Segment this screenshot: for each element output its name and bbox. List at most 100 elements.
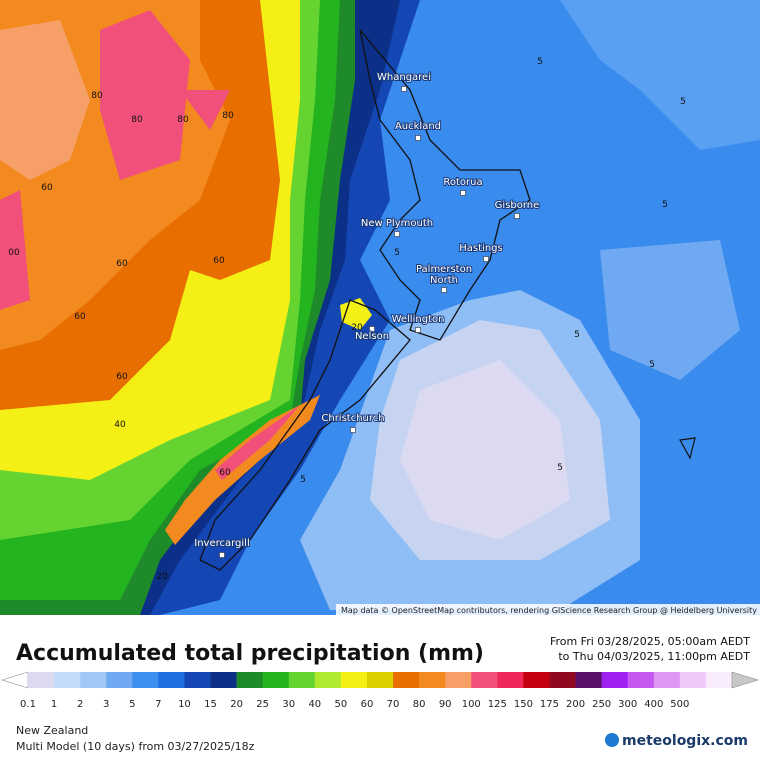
contour-label: 60 [116, 372, 128, 382]
contour-label: 5 [680, 97, 686, 107]
legend-swatch [523, 672, 550, 688]
contour-label: 60 [219, 468, 231, 478]
legend-swatch [210, 672, 237, 688]
contour-label: 80 [131, 115, 143, 125]
legend-swatch [445, 672, 472, 688]
legend-tick-label: 3 [103, 699, 109, 710]
legend-tick-label: 125 [488, 699, 507, 710]
legend-swatch [679, 672, 707, 688]
legend-tick-label: 150 [514, 699, 533, 710]
contour-label: 00 [8, 248, 20, 258]
legend-tick-label: 10 [178, 699, 191, 710]
contour-label: 5 [574, 330, 580, 340]
contour-label: 60 [213, 256, 225, 266]
city-marker [514, 213, 520, 219]
legend-swatch [653, 672, 681, 688]
city-label: Invercargill [194, 538, 250, 549]
brand: meteologix.com [622, 733, 748, 749]
legend-tick-label: 100 [462, 699, 481, 710]
legend-swatch [549, 672, 576, 688]
city-marker [441, 287, 447, 293]
city-label: Gisborne [495, 200, 540, 211]
precip-map: 80 80 80 80 60 00 60 60 60 60 40 60 20 20 5 5 5 5 5 5 5 5 Whan… [0, 0, 760, 615]
city-label: Auckland [395, 121, 441, 132]
legend-swatch [419, 672, 446, 688]
legend-swatch [366, 672, 394, 688]
legend-swatch [80, 672, 107, 688]
city-label: New Plymouth [361, 218, 433, 229]
legend-tick-label: 250 [592, 699, 611, 710]
legend-swatch [184, 672, 211, 688]
period-from: From Fri 03/28/2025, 05:00am AEDT [550, 635, 750, 648]
contour-label: 20 [156, 572, 168, 582]
city-marker [369, 326, 375, 332]
city-label: Christchurch [321, 413, 384, 424]
contour-label: 5 [394, 248, 400, 258]
attribution: Map data © OpenStreetMap contributors, r… [341, 606, 757, 615]
legend-swatch [236, 672, 263, 688]
legend-tick-label: 0.1 [20, 699, 36, 710]
legend-tick-label: 25 [256, 699, 269, 710]
region: New Zealand [16, 724, 88, 737]
legend-swatch [601, 672, 629, 688]
contour-label: 60 [74, 312, 86, 322]
legend-tick-label: 175 [540, 699, 559, 710]
contour-label: 60 [41, 183, 53, 193]
legend-tick-label: 40 [308, 699, 321, 710]
city-marker [394, 231, 400, 237]
city-marker [219, 552, 225, 558]
contour-label: 5 [537, 57, 543, 67]
legend-swatch [705, 672, 733, 688]
legend-tick-label: 7 [155, 699, 161, 710]
contour-label: 20 [351, 323, 363, 333]
city-label: Nelson [355, 331, 389, 342]
model-info: Multi Model (10 days) from 03/27/2025/18… [16, 740, 255, 753]
city-marker [415, 327, 421, 333]
city-marker [460, 190, 466, 196]
legend-tick-label: 1 [51, 699, 57, 710]
attribution-bg [336, 604, 760, 615]
legend-tick-label: 70 [387, 699, 400, 710]
legend-swatch [288, 672, 316, 688]
contour-label: 5 [300, 475, 306, 485]
legend-tick-label: 60 [361, 699, 374, 710]
city-label: Whangarei [377, 72, 431, 83]
legend-above [731, 671, 760, 689]
legend-tick-label: 500 [670, 699, 689, 710]
legend-swatch [471, 672, 498, 688]
legend-swatch [497, 672, 524, 688]
city-label: Rotorua [443, 177, 482, 188]
legend-tick-label: 400 [644, 699, 663, 710]
contour-label: 80 [91, 91, 103, 101]
city-label: Hastings [459, 243, 502, 254]
city-marker [401, 86, 407, 92]
legend-swatch [158, 672, 185, 688]
city-marker [483, 256, 489, 262]
contour-label: 60 [116, 259, 128, 269]
legend-tick-label: 300 [618, 699, 637, 710]
brand-logo [605, 733, 619, 747]
legend-tick-label: 50 [335, 699, 348, 710]
contour-label: 80 [177, 115, 189, 125]
legend-tick-label: 200 [566, 699, 585, 710]
legend-swatch [393, 672, 420, 688]
legend-swatch [28, 672, 55, 688]
contour-label: 5 [649, 360, 655, 370]
legend-tick-label: 5 [129, 699, 135, 710]
contour-label: 40 [114, 420, 126, 430]
contour-label: 5 [557, 463, 563, 473]
contour-label: 5 [662, 200, 668, 210]
city-label: Palmerston North [416, 264, 472, 286]
legend-swatch [132, 672, 159, 688]
legend-tick-label: 30 [282, 699, 295, 710]
legend-swatch [627, 672, 655, 688]
legend-swatch [314, 672, 342, 688]
contour-label: 80 [222, 111, 234, 121]
legend-swatch [54, 672, 81, 688]
city-label: Wellington [392, 314, 445, 325]
legend-tick-label: 90 [439, 699, 452, 710]
legend-tick-label: 2 [77, 699, 83, 710]
legend-swatch [340, 672, 368, 688]
legend-tick-label: 15 [204, 699, 217, 710]
